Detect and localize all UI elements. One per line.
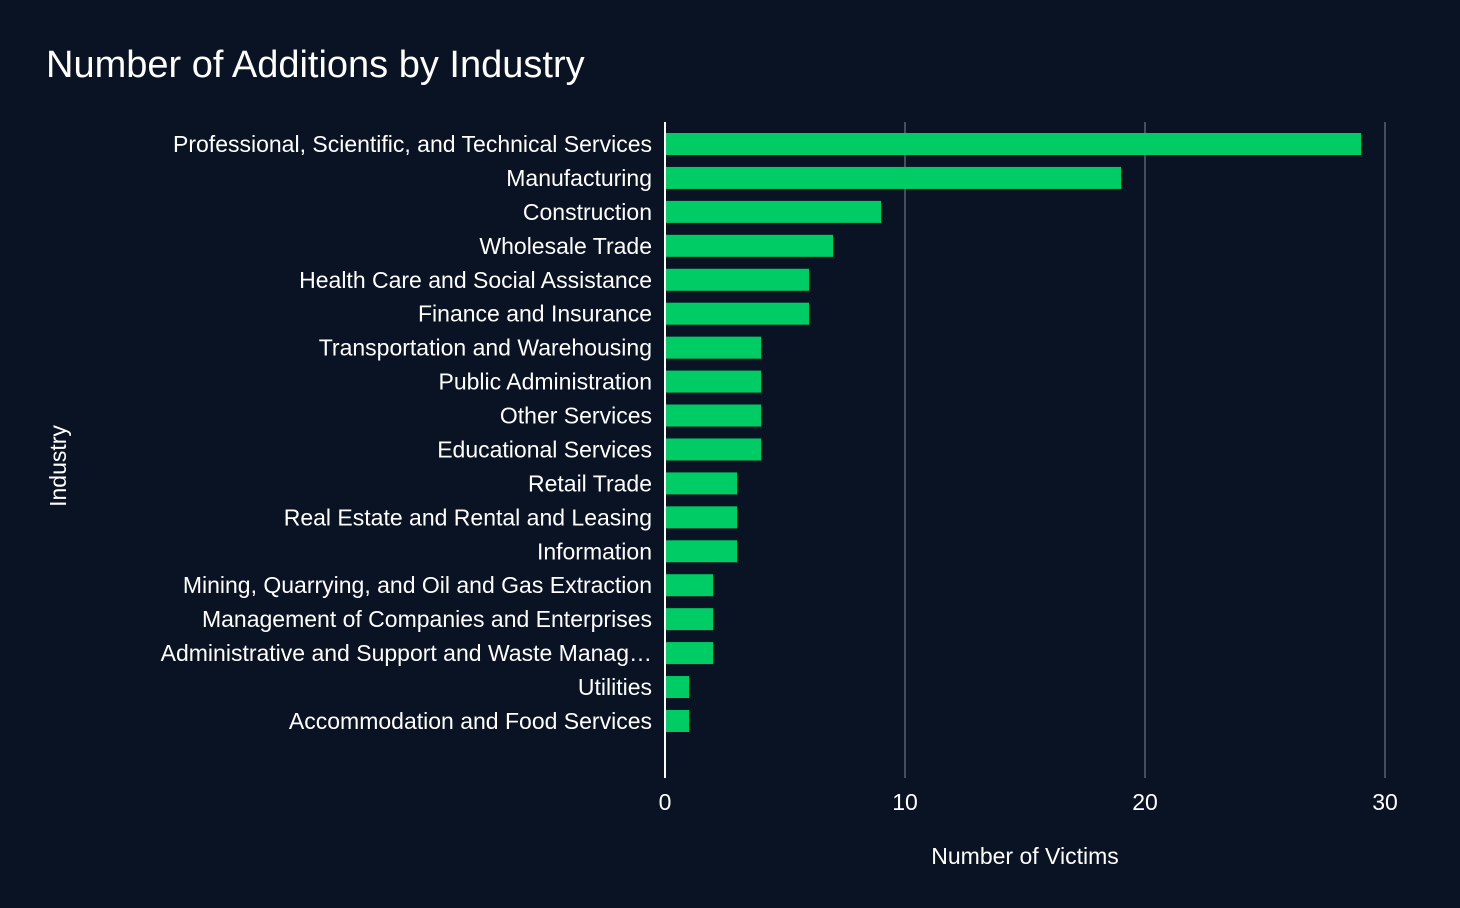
bar xyxy=(665,642,713,665)
bar xyxy=(665,234,833,257)
y-axis-title: Industry xyxy=(45,425,71,507)
category-label: Professional, Scientific, and Technical … xyxy=(173,131,652,157)
bar xyxy=(665,268,809,291)
bar xyxy=(665,506,737,529)
bar xyxy=(665,472,737,495)
category-label: Finance and Insurance xyxy=(418,301,652,327)
bar xyxy=(665,438,761,461)
category-label: Wholesale Trade xyxy=(479,233,652,259)
category-label: Utilities xyxy=(578,674,652,700)
category-label: Construction xyxy=(523,199,652,225)
category-labels: Professional, Scientific, and Technical … xyxy=(161,131,652,734)
x-tick-label: 30 xyxy=(1372,789,1398,815)
bar xyxy=(665,370,761,393)
category-label: Accommodation and Food Services xyxy=(289,708,652,734)
x-tick-label: 0 xyxy=(659,789,672,815)
x-axis-title: Number of Victims xyxy=(931,843,1118,869)
bar xyxy=(665,166,1121,189)
bar xyxy=(665,336,761,359)
bar xyxy=(665,574,713,597)
bar xyxy=(665,404,761,427)
bar xyxy=(665,608,713,631)
bar xyxy=(665,676,689,699)
bar xyxy=(665,302,809,325)
category-label: Retail Trade xyxy=(528,470,652,496)
category-label: Public Administration xyxy=(439,369,653,395)
bar xyxy=(665,540,737,563)
x-tick-labels: 0 10 20 30 xyxy=(659,789,1398,815)
category-label: Management of Companies and Enterprises xyxy=(202,606,652,632)
bars-layer xyxy=(665,133,1361,732)
category-label: Health Care and Social Assistance xyxy=(299,267,652,293)
x-tick-label: 10 xyxy=(892,789,918,815)
category-label: Other Services xyxy=(500,403,652,429)
bar xyxy=(665,200,881,223)
category-label: Administrative and Support and Waste Man… xyxy=(161,640,652,666)
bar xyxy=(665,133,1361,155)
category-label: Transportation and Warehousing xyxy=(319,335,652,361)
category-label: Real Estate and Rental and Leasing xyxy=(284,504,652,530)
category-label: Educational Services xyxy=(437,436,652,462)
chart-title: Number of Additions by Industry xyxy=(46,44,585,86)
category-label: Information xyxy=(537,538,652,564)
bar xyxy=(665,709,689,732)
category-label: Manufacturing xyxy=(506,165,652,191)
x-tick-label: 20 xyxy=(1132,789,1158,815)
category-label: Mining, Quarrying, and Oil and Gas Extra… xyxy=(183,572,652,598)
